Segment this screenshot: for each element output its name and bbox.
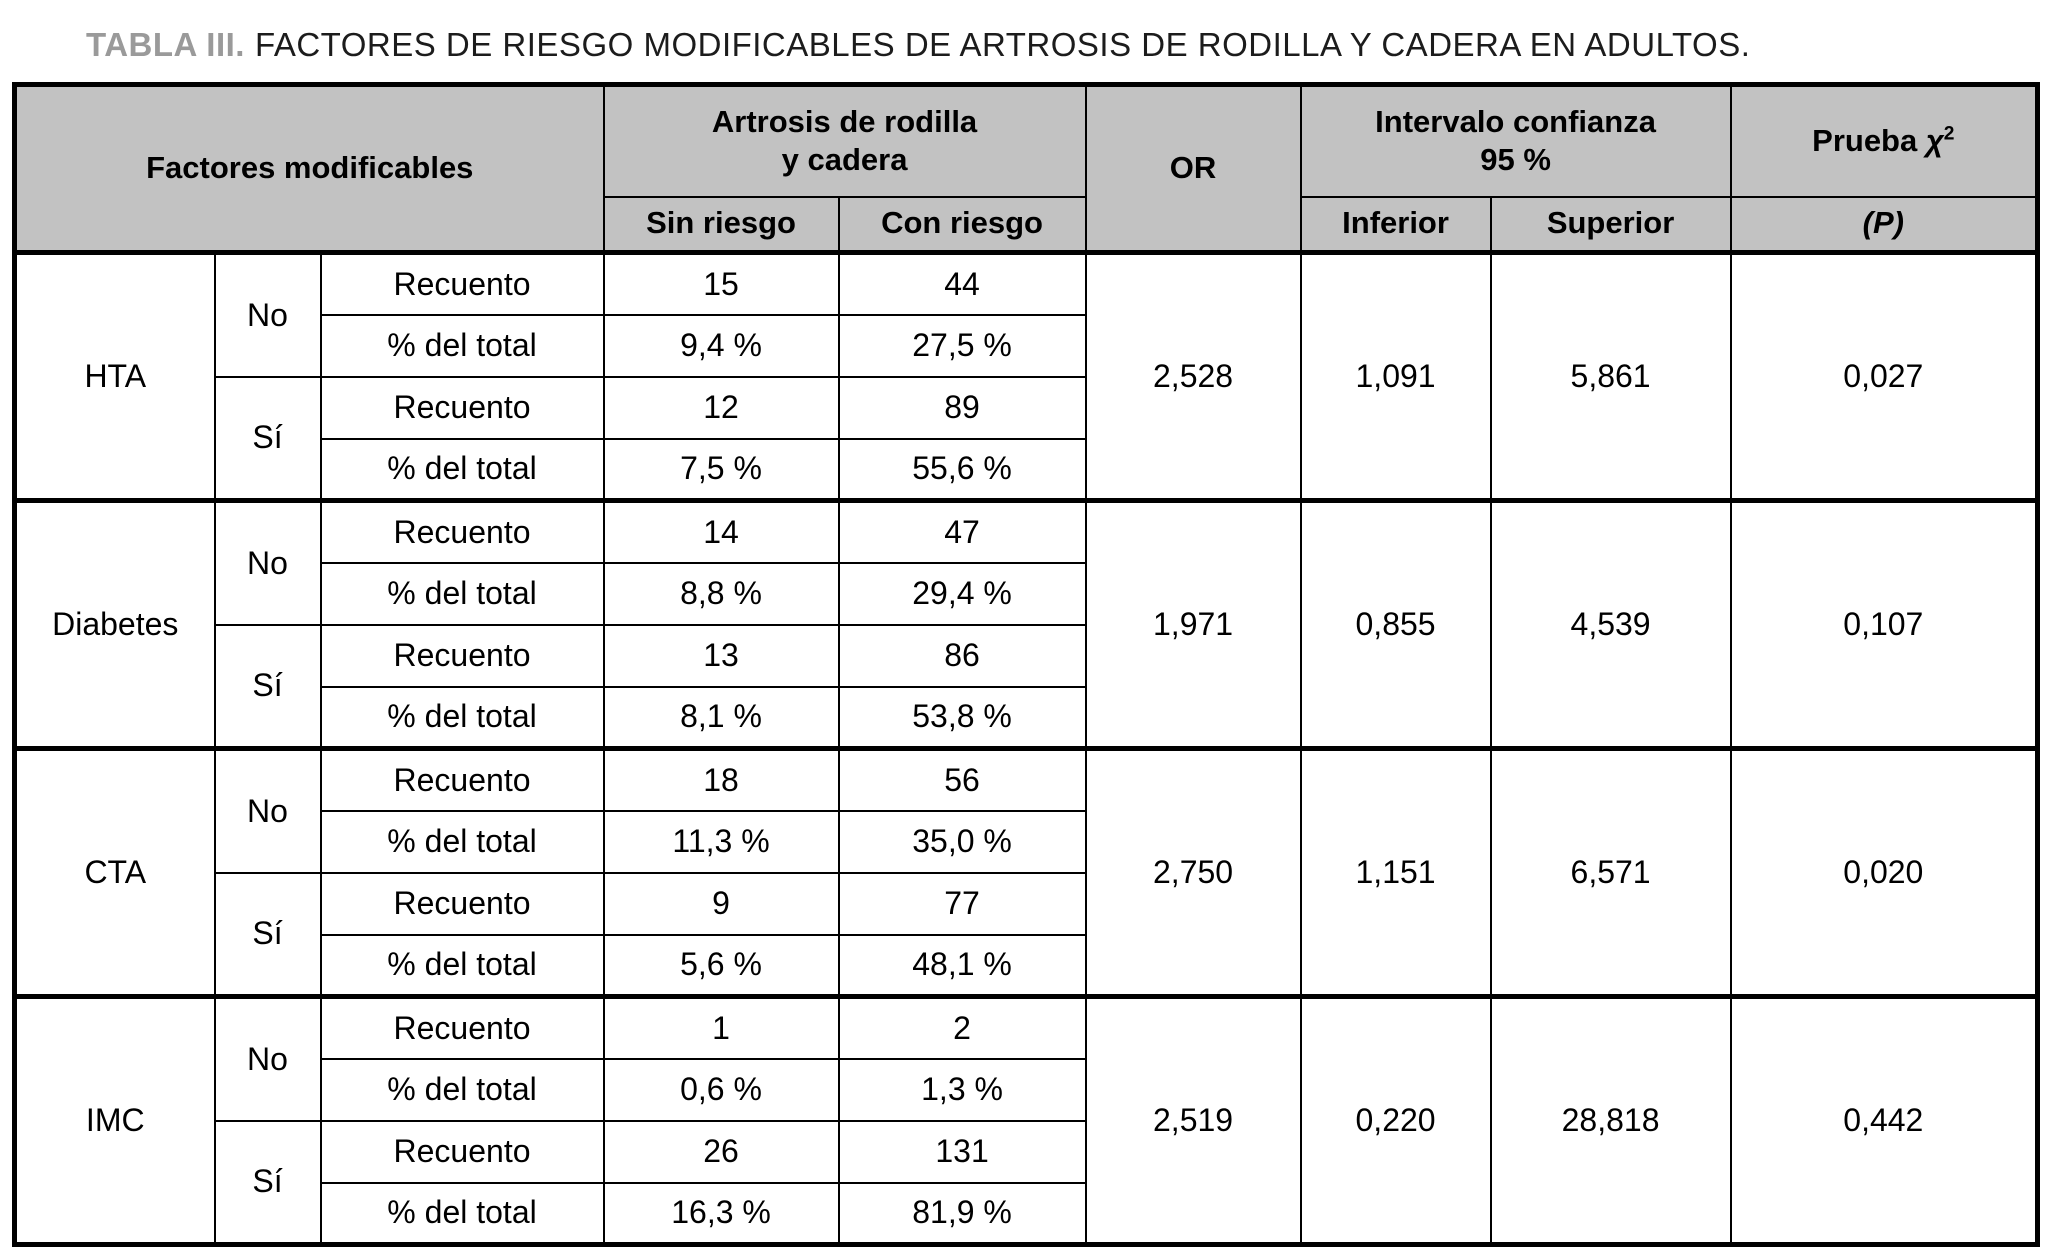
value-cell: 48,1 % (837, 933, 1087, 998)
value-cell: 1 (602, 994, 840, 1060)
row-label-pct: % del total (319, 437, 605, 502)
p-cell: 0,020 (1729, 746, 2039, 998)
or-cell: 1,971 (1084, 498, 1302, 750)
factor-cell: IMC (13, 994, 216, 1246)
value-cell: 2 (837, 994, 1087, 1060)
subgroup-si-cell: Sí (213, 375, 322, 502)
p-cell: 0,107 (1729, 498, 2039, 750)
value-cell: 77 (837, 871, 1087, 936)
value-cell: 27,5 % (837, 313, 1087, 378)
risk-factors-table: Factores modificables Artrosis de rodill… (12, 82, 2041, 1247)
value-cell: 56 (837, 746, 1087, 812)
or-cell: 2,750 (1084, 746, 1302, 998)
header-artrosis-line1: Artrosis de rodilla (711, 103, 978, 139)
header-inferior: Inferior (1299, 195, 1492, 255)
row-label-recuento: Recuento (319, 251, 605, 316)
or-cell: 2,528 (1084, 251, 1302, 502)
header-intervalo-confianza: Intervalo confianza 95 % (1299, 83, 1732, 198)
row-label-recuento: Recuento (319, 623, 605, 688)
chi-symbol: χ (1925, 122, 1944, 158)
ci-inferior-cell: 0,855 (1299, 498, 1492, 750)
header-artrosis: Artrosis de rodilla y cadera (602, 83, 1087, 198)
subgroup-no-cell: No (213, 251, 322, 378)
header-factores-modificables: Factores modificables (13, 83, 605, 255)
value-cell: 131 (837, 1119, 1087, 1184)
value-cell: 15 (602, 251, 840, 316)
row-label-recuento: Recuento (319, 1119, 605, 1184)
header-or: OR (1084, 83, 1302, 255)
value-cell: 44 (837, 251, 1087, 316)
value-cell: 81,9 % (837, 1181, 1087, 1246)
subgroup-no-cell: No (213, 746, 322, 874)
row-label-pct: % del total (319, 1057, 605, 1122)
p-cell: 0,027 (1729, 251, 2039, 502)
row-label-recuento: Recuento (319, 498, 605, 564)
ci-superior-cell: 4,539 (1489, 498, 1732, 750)
value-cell: 1,3 % (837, 1057, 1087, 1122)
header-artrosis-line2: y cadera (781, 142, 908, 178)
row-label-pct: % del total (319, 1181, 605, 1246)
table-title-tag: TABLA III. (86, 26, 245, 63)
row-label-recuento: Recuento (319, 375, 605, 440)
header-intervalo-line1: Intervalo confianza (1375, 103, 1656, 139)
factor-cell: CTA (13, 746, 216, 998)
value-cell: 86 (837, 623, 1087, 688)
value-cell: 11,3 % (602, 809, 840, 874)
row-label-pct: % del total (319, 313, 605, 378)
value-cell: 7,5 % (602, 437, 840, 502)
value-cell: 0,6 % (602, 1057, 840, 1122)
header-p: (P) (1729, 195, 2039, 255)
value-cell: 14 (602, 498, 840, 564)
value-cell: 9 (602, 871, 840, 936)
table-title: TABLA III. FACTORES DE RIESGO MODIFICABLE… (86, 26, 2035, 64)
factor-cell: Diabetes (13, 498, 216, 750)
chi-exponent: 2 (1943, 123, 1955, 145)
ci-superior-cell: 5,861 (1489, 251, 1732, 502)
row-label-recuento: Recuento (319, 871, 605, 936)
ci-inferior-cell: 1,151 (1299, 746, 1492, 998)
value-cell: 89 (837, 375, 1087, 440)
row-label-pct: % del total (319, 809, 605, 874)
value-cell: 9,4 % (602, 313, 840, 378)
value-cell: 5,6 % (602, 933, 840, 998)
header-con-riesgo: Con riesgo (837, 195, 1087, 255)
value-cell: 13 (602, 623, 840, 688)
p-cell: 0,442 (1729, 994, 2039, 1246)
ci-inferior-cell: 0,220 (1299, 994, 1492, 1246)
value-cell: 47 (837, 498, 1087, 564)
ci-inferior-cell: 1,091 (1299, 251, 1492, 502)
value-cell: 18 (602, 746, 840, 812)
value-cell: 8,8 % (602, 561, 840, 626)
ci-superior-cell: 6,571 (1489, 746, 1732, 998)
row-label-pct: % del total (319, 561, 605, 626)
subgroup-no-cell: No (213, 498, 322, 626)
subgroup-no-cell: No (213, 994, 322, 1122)
row-label-recuento: Recuento (319, 994, 605, 1060)
subgroup-si-cell: Sí (213, 1119, 322, 1246)
value-cell: 35,0 % (837, 809, 1087, 874)
or-cell: 2,519 (1084, 994, 1302, 1246)
subgroup-si-cell: Sí (213, 623, 322, 750)
header-intervalo-line2: 95 % (1480, 142, 1551, 178)
row-label-recuento: Recuento (319, 746, 605, 812)
ci-superior-cell: 28,818 (1489, 994, 1732, 1246)
value-cell: 8,1 % (602, 685, 840, 750)
value-cell: 16,3 % (602, 1181, 840, 1246)
subgroup-si-cell: Sí (213, 871, 322, 998)
value-cell: 26 (602, 1119, 840, 1184)
value-cell: 53,8 % (837, 685, 1087, 750)
value-cell: 12 (602, 375, 840, 440)
table-title-text: FACTORES DE RIESGO MODIFICABLES DE ARTRO… (254, 26, 1751, 63)
row-label-pct: % del total (319, 685, 605, 750)
factor-cell: HTA (13, 251, 216, 502)
value-cell: 29,4 % (837, 561, 1087, 626)
header-prueba-chi2: Prueba χ2 (1729, 83, 2039, 198)
header-sin-riesgo: Sin riesgo (602, 195, 840, 255)
value-cell: 55,6 % (837, 437, 1087, 502)
header-superior: Superior (1489, 195, 1732, 255)
row-label-pct: % del total (319, 933, 605, 998)
